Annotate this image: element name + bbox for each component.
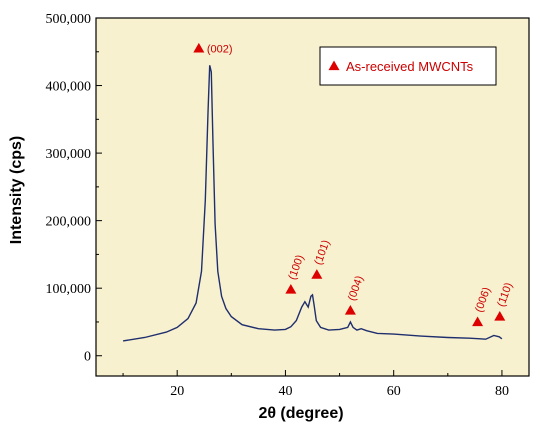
y-tick-label: 0: [84, 350, 91, 365]
y-tick-label: 400,000: [46, 80, 92, 95]
plot-frame: [95, 17, 530, 377]
x-tick-label: 60: [387, 384, 401, 399]
y-axis-title: Intensity (cps): [8, 136, 25, 244]
x-tick-label: 40: [278, 384, 292, 399]
y-tick-label: 500,000: [46, 12, 92, 27]
peak-marker: [193, 42, 205, 53]
legend-label: As-received MWCNTs: [346, 59, 474, 74]
axis-ticks: 20 40 60 80 0 100,000 200,000 300,000 400,000 500…: [46, 12, 509, 399]
x-axis-title: 2θ (degree): [258, 405, 343, 422]
y-tick-label: 300,000: [46, 147, 92, 162]
peak-label: (002): [207, 43, 233, 55]
x-tick-label: 20: [170, 384, 184, 399]
x-tick-label: 80: [495, 384, 509, 399]
y-tick-label: 200,000: [46, 215, 92, 230]
peak-marker: [344, 304, 356, 315]
peak-marker: [285, 284, 297, 294]
legend-marker-icon: [328, 60, 340, 71]
peak-marker: [472, 316, 484, 327]
peak-marker: [311, 269, 323, 279]
series-line: [122, 65, 503, 342]
legend: As-received MWCNTs: [319, 46, 497, 86]
legend-box: [319, 46, 497, 86]
peak-marker: [494, 311, 506, 321]
y-tick-label: 100,000: [46, 282, 92, 297]
